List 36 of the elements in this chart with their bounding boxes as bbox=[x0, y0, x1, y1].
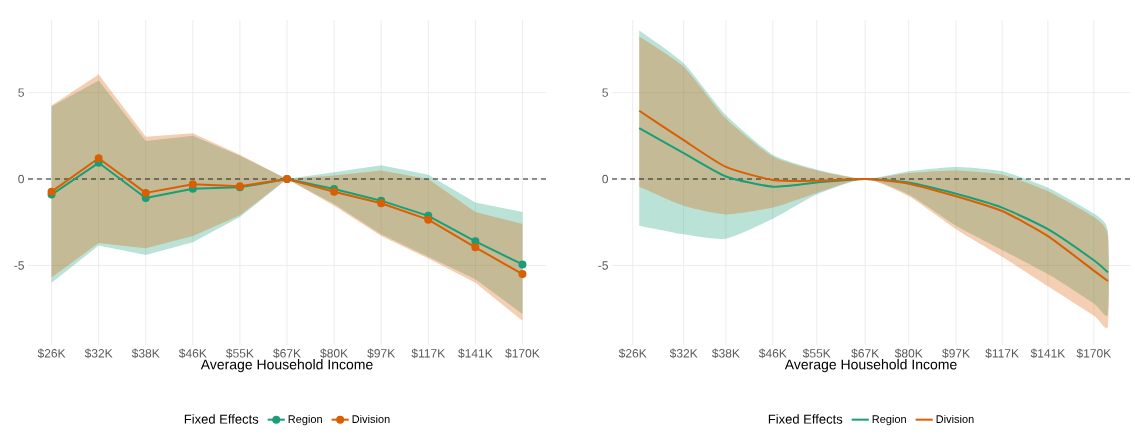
y-tick-label: 0 bbox=[18, 174, 25, 184]
x-tick-label: $117K bbox=[411, 348, 446, 359]
x-axis-title: Average Household Income bbox=[784, 359, 957, 373]
x-tick-label: $55K bbox=[802, 348, 831, 359]
x-tick-label: $26K bbox=[618, 348, 647, 359]
legend-title: Fixed Effects bbox=[184, 414, 259, 424]
x-tick-label: $170K bbox=[1076, 348, 1112, 359]
legend-label: Division bbox=[936, 414, 974, 423]
x-tick-label: $67K bbox=[273, 348, 301, 359]
legend-label: Region bbox=[288, 414, 322, 426]
legend-label: Region bbox=[872, 414, 906, 426]
x-tick-label: $55K bbox=[226, 348, 254, 359]
y-tick-label: 0 bbox=[602, 174, 609, 184]
x-tick-label: $38K bbox=[712, 348, 740, 359]
x-tick-label: $170K bbox=[505, 348, 540, 359]
y-tick-label: 5 bbox=[18, 88, 24, 97]
x-tick-label: $141K bbox=[458, 348, 493, 359]
legend-label: Division bbox=[352, 414, 390, 423]
x-tick-label: $67K bbox=[851, 348, 880, 359]
x-tick-label: $32K bbox=[84, 348, 113, 359]
x-tick-label: $32K bbox=[669, 348, 698, 359]
legend-title: Fixed Effects bbox=[768, 414, 843, 424]
y-tick-label: -5 bbox=[598, 261, 608, 270]
x-tick-label: $26K bbox=[37, 348, 66, 359]
x-tick-label: $97K bbox=[942, 348, 970, 359]
x-tick-label: $80K bbox=[320, 348, 348, 359]
y-tick-label: -5 bbox=[14, 261, 24, 270]
x-tick-label: $38K bbox=[131, 348, 160, 359]
x-tick-label: $97K bbox=[367, 348, 396, 359]
x-axis-title: Average Household Income bbox=[200, 359, 373, 373]
x-tick-label: $117K bbox=[985, 348, 1019, 359]
x-tick-label: $80K bbox=[894, 348, 923, 359]
x-tick-label: $46K bbox=[758, 348, 787, 359]
x-tick-label: $141K bbox=[1030, 348, 1066, 359]
x-tick-label: $46K bbox=[178, 348, 207, 359]
y-tick-label: 5 bbox=[602, 88, 608, 97]
